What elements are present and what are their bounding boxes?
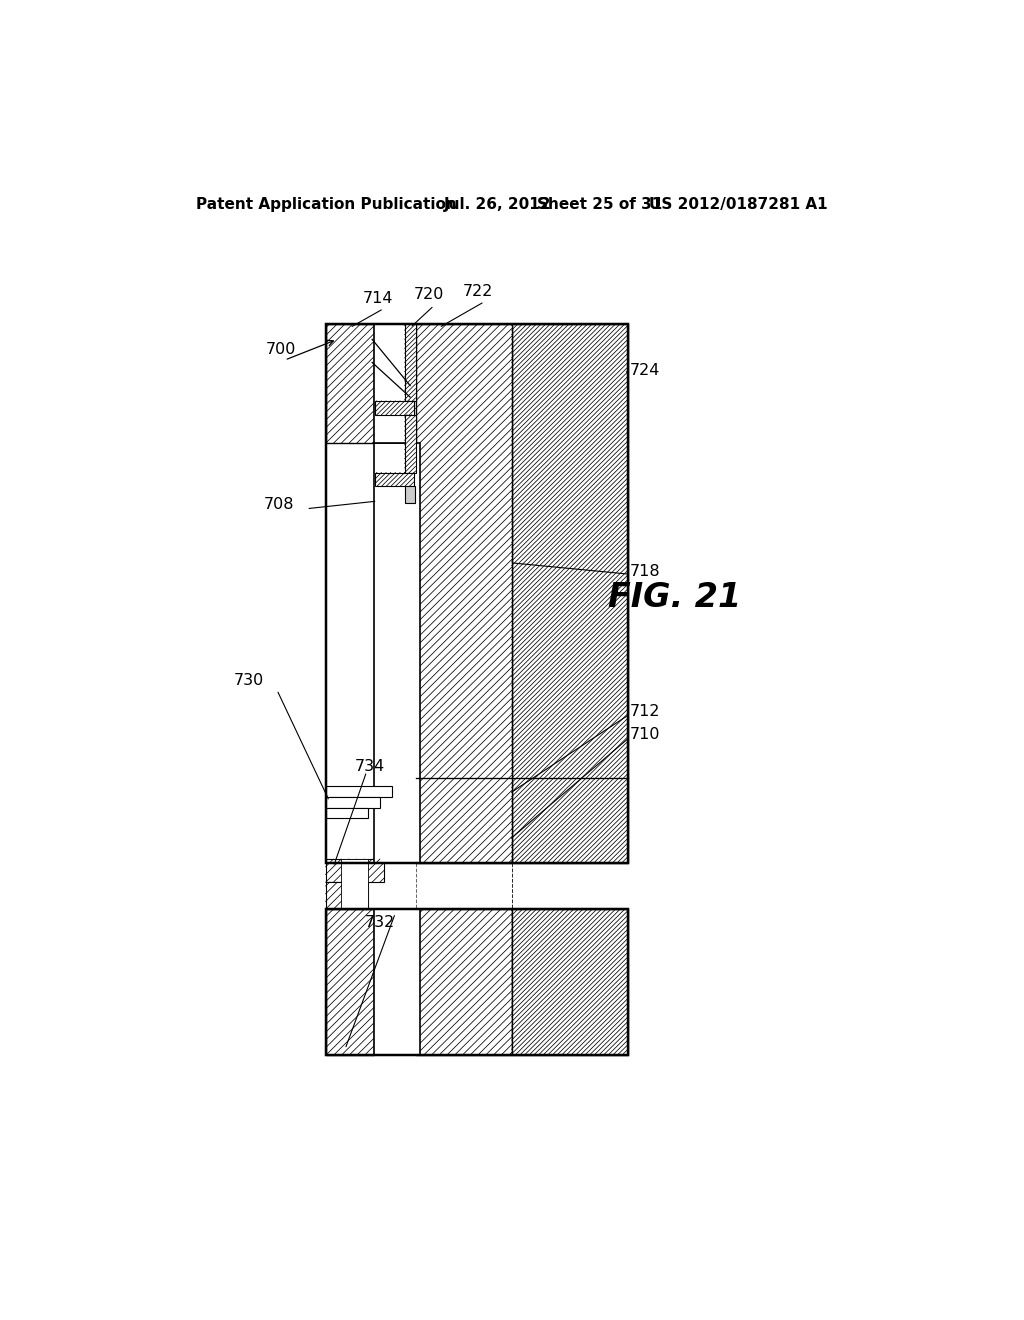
Text: 718: 718 xyxy=(630,565,660,579)
Bar xyxy=(404,323,416,401)
Text: 732: 732 xyxy=(365,915,395,931)
Text: 724: 724 xyxy=(630,363,659,378)
Text: 712: 712 xyxy=(630,704,659,719)
Bar xyxy=(341,859,369,909)
Text: 714: 714 xyxy=(364,292,393,306)
Text: 720: 720 xyxy=(414,288,443,302)
Bar xyxy=(326,797,380,808)
Text: 722: 722 xyxy=(463,284,494,298)
Bar xyxy=(406,487,415,503)
Bar xyxy=(326,909,628,1056)
Bar xyxy=(375,473,414,487)
Bar xyxy=(512,909,628,1056)
Bar xyxy=(375,401,414,414)
Bar xyxy=(374,909,420,1056)
Text: 708: 708 xyxy=(264,498,295,512)
Bar xyxy=(404,414,416,473)
Bar xyxy=(326,882,369,909)
Bar xyxy=(326,323,628,863)
Bar xyxy=(416,323,512,863)
Text: Sheet 25 of 31: Sheet 25 of 31 xyxy=(538,197,663,213)
Text: 730: 730 xyxy=(233,673,263,688)
Text: 710: 710 xyxy=(630,727,659,742)
Text: Jul. 26, 2012: Jul. 26, 2012 xyxy=(444,197,552,213)
Bar xyxy=(374,444,420,863)
Text: 734: 734 xyxy=(354,759,385,775)
Bar xyxy=(326,785,391,797)
Bar xyxy=(326,859,384,882)
Text: US 2012/0187281 A1: US 2012/0187281 A1 xyxy=(649,197,827,213)
Bar xyxy=(326,808,369,818)
Bar xyxy=(416,909,512,1056)
Bar xyxy=(326,323,374,444)
Text: 700: 700 xyxy=(266,342,296,356)
Text: Patent Application Publication: Patent Application Publication xyxy=(197,197,457,213)
Bar xyxy=(512,323,628,863)
Bar xyxy=(326,909,374,1056)
Bar xyxy=(374,323,410,444)
Text: FIG. 21: FIG. 21 xyxy=(608,581,741,614)
